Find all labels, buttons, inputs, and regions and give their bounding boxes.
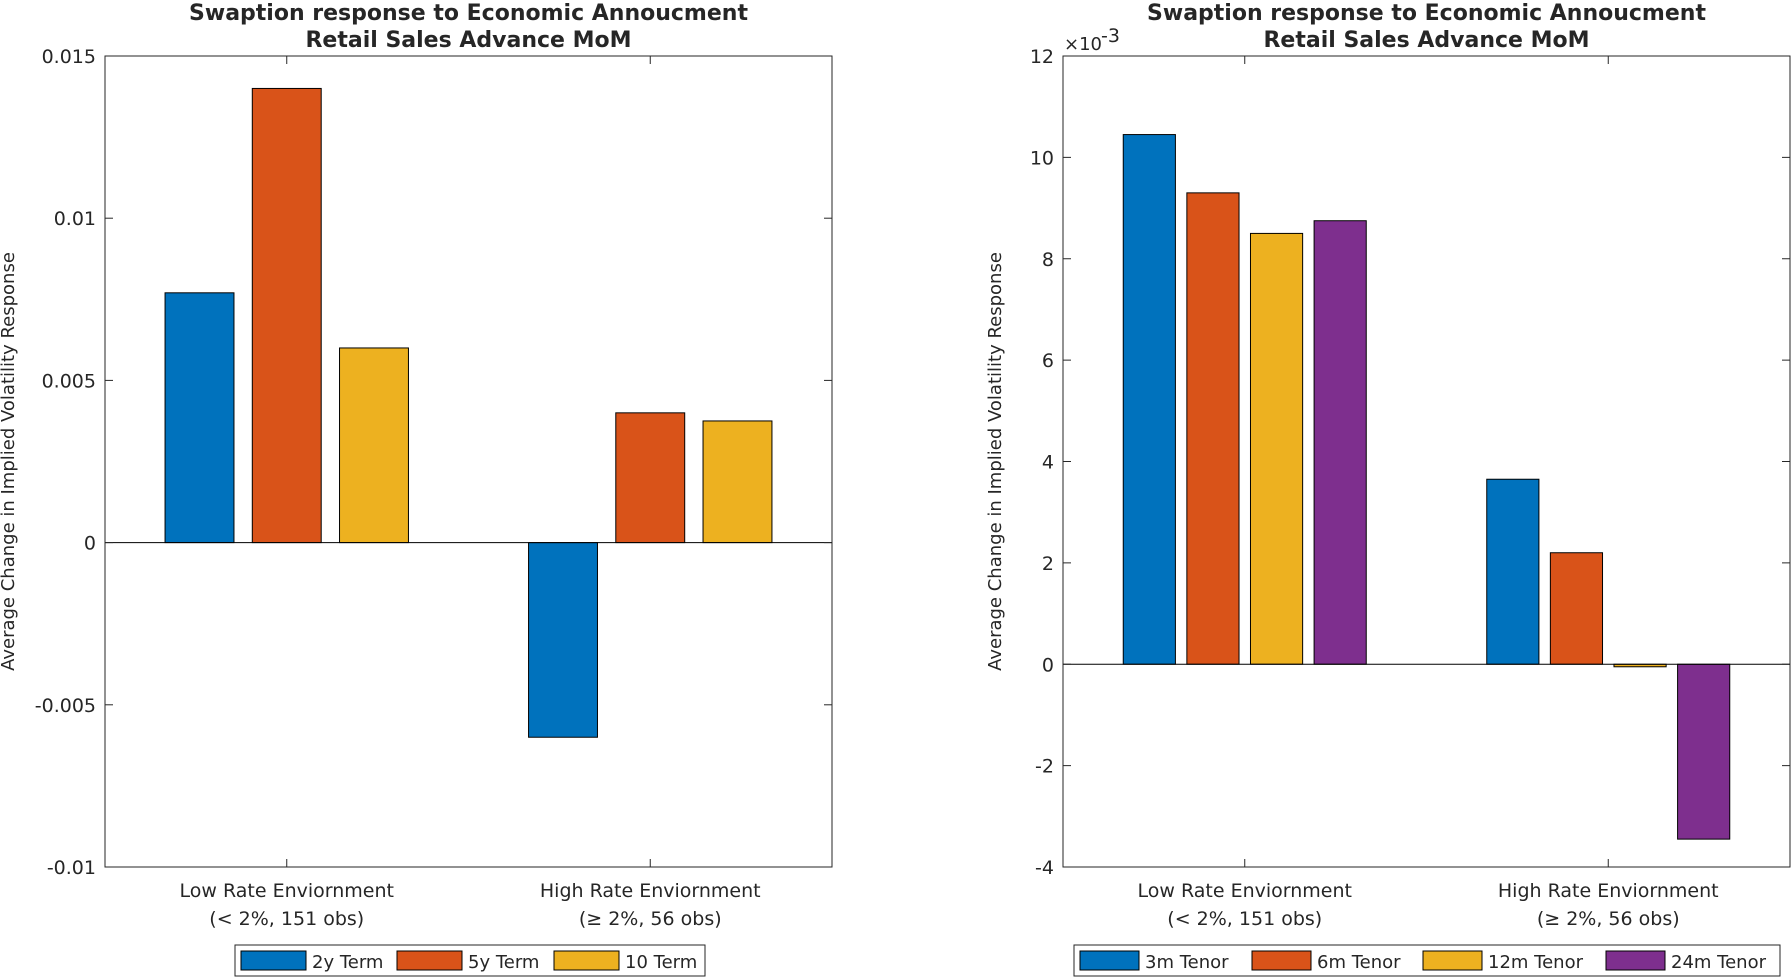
y-tick-label: 0.01 (54, 208, 96, 230)
y-tick-label: 8 (1042, 249, 1054, 271)
plot-area (1062, 55, 1791, 868)
bar (251, 87, 322, 544)
legend-label: 12m Tenor (1488, 952, 1584, 973)
y-tick-label: -0.01 (47, 857, 96, 879)
y-tick-label: 0.015 (42, 46, 96, 68)
y-tick-label: 6 (1042, 350, 1054, 372)
legend-swatch (1605, 950, 1666, 971)
legend-swatch (240, 950, 307, 971)
bar (1486, 478, 1540, 665)
chart-title: Swaption response to Economic Annoucment (1147, 1, 1706, 26)
y-tick-label: -0.005 (35, 695, 96, 717)
chart-title: Swaption response to Economic Annoucment (189, 1, 748, 26)
legend-label: 3m Tenor (1145, 952, 1229, 973)
y-axis-label: Average Change in Implied Volatility Res… (0, 252, 19, 671)
y-tick-label: 0 (84, 533, 96, 555)
chart-title: Retail Sales Advance MoM (1263, 28, 1589, 53)
x-tick-label: (< 2%, 151 obs) (209, 908, 364, 930)
y-tick-label: 10 (1030, 147, 1054, 169)
legend-label: 6m Tenor (1317, 952, 1401, 973)
bar (1313, 220, 1367, 665)
legend: 2y Term 5y Term 10 Term (234, 944, 706, 977)
y-tick-label: 12 (1030, 46, 1054, 68)
legend-label: 24m Tenor (1671, 952, 1767, 973)
y-axis-exponent: ×10 (1064, 34, 1102, 55)
bar (615, 412, 686, 544)
legend-swatch (396, 950, 463, 971)
legend-box (234, 944, 706, 977)
x-tick-label: Low Rate Enviornment (180, 880, 394, 902)
legend-swatch (1422, 950, 1483, 971)
legend-label: 2y Term (312, 952, 383, 973)
x-tick-label: High Rate Enviornment (540, 880, 761, 902)
bar (1549, 552, 1604, 665)
y-tick-label: 0 (1042, 654, 1054, 676)
bar (339, 347, 409, 544)
x-tick-label: (< 2%, 151 obs) (1167, 908, 1322, 930)
bar (164, 292, 235, 544)
x-tick-label: (≥ 2%, 56 obs) (579, 908, 722, 930)
y-tick-label: 4 (1042, 452, 1054, 474)
legend-swatch (1251, 950, 1312, 971)
legend: 3m Tenor 6m Tenor 12m Tenor 24m Tenor (1073, 944, 1781, 977)
y-axis-label: Average Change in Implied Volatility Res… (985, 252, 1006, 671)
legend-swatch (553, 950, 620, 971)
bar (1677, 663, 1731, 840)
chart-1: -0.01 -0.005 0 0.005 0.01 0.015 Low Rate Envio… (0, 1, 833, 977)
x-tick-label: High Rate Enviornment (1498, 880, 1719, 902)
y-tick-label: 2 (1042, 553, 1054, 575)
bar (702, 420, 773, 544)
chart-title: Retail Sales Advance MoM (305, 28, 631, 53)
y-tick-label: -2 (1035, 756, 1054, 778)
bar (1249, 232, 1304, 665)
y-axis-exponent-power: -3 (1101, 25, 1120, 47)
legend-label: 10 Term (625, 952, 697, 973)
legend-swatch (1079, 950, 1140, 971)
bar (528, 542, 598, 738)
x-tick-label: (≥ 2%, 56 obs) (1537, 908, 1680, 930)
chart-2: -4 -2 0 2 4 6 8 10 12 ×10 -3 Low Rate Enviornment (<… (985, 1, 1791, 977)
x-tick-label: Low Rate Enviornment (1138, 880, 1352, 902)
legend-label: 5y Term (468, 952, 539, 973)
y-tick-label: 0.005 (42, 370, 96, 392)
bar (1122, 134, 1176, 665)
y-tick-label: -4 (1035, 857, 1054, 879)
bar (1186, 192, 1240, 665)
